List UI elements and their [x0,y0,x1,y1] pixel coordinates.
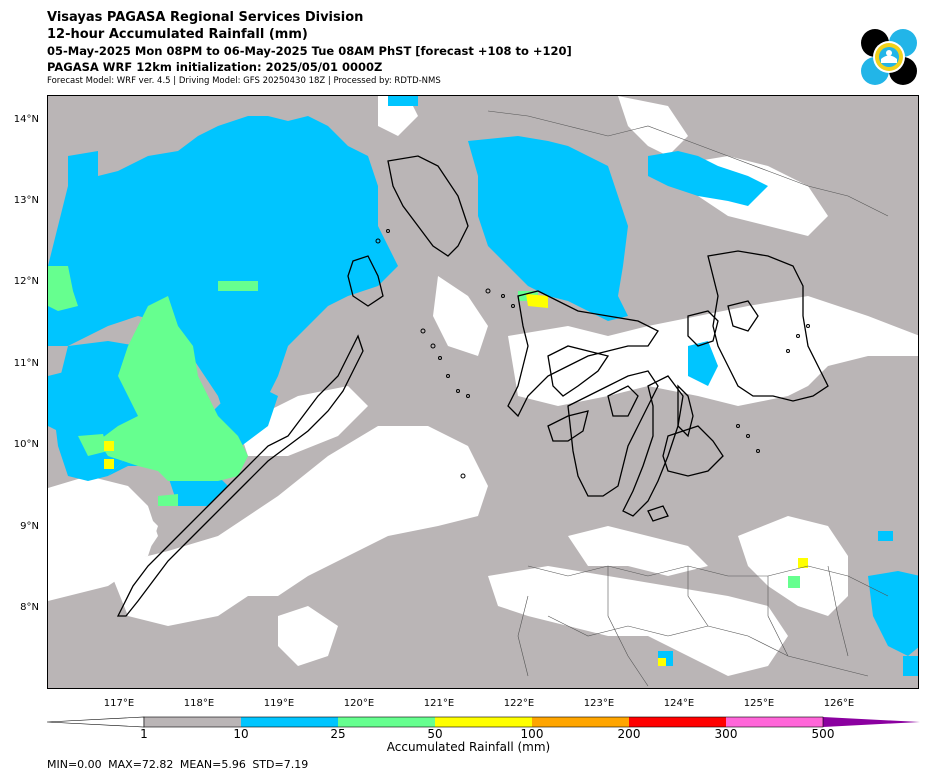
pagasa-seal-icon [861,29,917,85]
colorbar-label: Accumulated Rainfall (mm) [386,740,551,754]
lat-label: 10°N [13,439,39,450]
model-initialization: PAGASA WRF 12km initialization: 2025/05/… [47,60,383,74]
very-heavy-rain-areas [104,294,808,666]
admin-boundaries [487,110,889,687]
lon-label: 120°E [343,698,375,709]
lat-label: 13°N [13,195,39,206]
colorbar-tick: 50 [427,727,443,741]
lon-label: 121°E [423,698,455,709]
colorbar-segment [144,717,241,727]
lon-label: 123°E [583,698,615,709]
lat-label: 11°N [13,358,39,369]
model-credits: Forecast Model: WRF ver. 4.5 | Driving M… [47,76,441,86]
colorbar-tick: 1 [140,727,148,741]
statistics-summary: MIN=0.00 MAX=72.82 MEAN=5.96 STD=7.19 [47,758,309,771]
colorbar-tick: 10 [233,727,249,741]
coastlines [116,155,829,617]
rainfall-map [47,95,919,689]
colorbar-over-extension [823,717,920,727]
rainfall-map-canvas [48,96,918,688]
lon-label: 117°E [103,698,135,709]
colorbar-tick: 500 [811,727,835,741]
island-outlines [375,229,810,479]
colorbar-tick: 300 [714,727,738,741]
lat-label: 8°N [20,602,39,613]
colorbar-segment [338,717,435,727]
colorbar-under-extension [47,716,145,728]
colorbar-segment [629,717,726,727]
lon-label: 119°E [263,698,295,709]
lon-label: 126°E [823,698,855,709]
colorbar-segment [241,717,338,727]
colorbar-tick: 100 [520,727,544,741]
rainfall-colorbar [47,716,920,728]
lon-label: 122°E [503,698,535,709]
map-title: Visayas PAGASA Regional Services Divisio… [47,10,364,25]
lat-label: 12°N [13,276,39,287]
lon-label: 125°E [743,698,775,709]
lon-label: 118°E [183,698,215,709]
colorbar-tick: 200 [617,727,641,741]
colorbar-segment [435,717,532,727]
map-subtitle: 12-hour Accumulated Rainfall (mm) [47,27,308,42]
colorbar-tick: 25 [330,727,346,741]
heavy-rain-areas [48,266,800,588]
colorbar-segment [532,717,629,727]
lon-label: 124°E [663,698,695,709]
lat-label: 14°N [13,114,39,125]
forecast-period: 05-May-2025 Mon 08PM to 06-May-2025 Tue … [47,44,572,58]
colorbar-segment [726,717,823,727]
lat-label: 9°N [20,521,39,532]
